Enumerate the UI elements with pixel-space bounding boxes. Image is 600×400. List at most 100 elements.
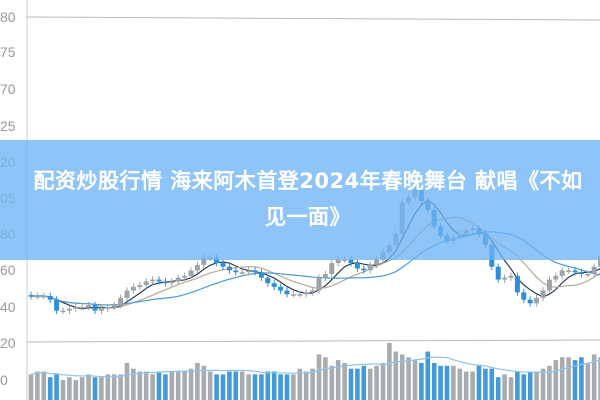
volume-bar — [444, 365, 450, 400]
candle-body — [316, 277, 322, 291]
volume-bar — [54, 374, 59, 400]
volume-bar — [502, 374, 507, 400]
volume-bar — [374, 365, 379, 400]
candle-body — [194, 264, 200, 271]
volume-bar — [47, 377, 53, 400]
candle-body — [598, 255, 600, 267]
volume-bar — [380, 362, 386, 400]
volume-bar — [201, 365, 207, 400]
volume-bar — [323, 357, 328, 400]
candle-body — [348, 259, 354, 264]
candle-body — [124, 290, 130, 298]
candle-body — [41, 296, 47, 298]
volume-bar — [406, 357, 411, 400]
volume-bar — [399, 354, 405, 400]
candle-body — [527, 299, 533, 304]
candle-body — [169, 281, 175, 284]
candle-body — [34, 296, 40, 298]
price-axis-label: 70 — [0, 81, 16, 97]
volume-bar — [163, 374, 168, 400]
volume-bar — [367, 368, 373, 400]
candle-body — [130, 286, 136, 291]
volume-bar — [105, 374, 111, 400]
candle-body — [60, 310, 66, 313]
candle-body — [374, 259, 380, 265]
candle-body — [553, 275, 559, 280]
volume-bar — [137, 371, 143, 400]
volume-bar — [412, 360, 418, 400]
candle-body — [220, 263, 226, 267]
volume-bar — [419, 362, 424, 400]
candle-body — [239, 272, 245, 274]
candle-body — [354, 263, 360, 269]
candle-body — [361, 268, 367, 271]
volume-bar — [521, 374, 527, 400]
volume-bar — [572, 360, 578, 400]
volume-bar — [559, 357, 565, 400]
candle-body — [201, 257, 207, 265]
candle-body — [92, 305, 98, 311]
volume-bar — [425, 351, 431, 400]
volume-bar — [361, 365, 367, 400]
candle-body — [214, 257, 220, 264]
volume-bar — [303, 371, 309, 400]
volume-bar — [73, 380, 79, 400]
volume-bar — [515, 371, 520, 400]
volume-bar — [182, 371, 187, 400]
volume-bar — [79, 377, 85, 400]
panel-divider — [26, 339, 600, 343]
candle-body — [578, 272, 584, 275]
volume-bar — [566, 357, 571, 400]
volume-bar — [278, 374, 283, 400]
candle-body — [566, 270, 572, 272]
volume-bar — [547, 365, 552, 400]
candle-body — [79, 307, 85, 309]
candle-body — [546, 279, 552, 291]
candle-body — [66, 308, 72, 311]
candle-body — [252, 270, 258, 273]
candle-body — [226, 266, 232, 271]
volume-bar — [99, 377, 104, 400]
volume-bar — [259, 374, 264, 400]
volume-bar — [553, 360, 559, 400]
volume-bar — [329, 365, 335, 400]
volume-bar — [220, 374, 226, 400]
volume-bar — [35, 371, 40, 400]
volume-bar — [214, 374, 219, 400]
price-axis-label: 25 — [0, 118, 16, 134]
candle-body — [73, 307, 79, 309]
candle-body — [303, 292, 309, 295]
volume-bar — [591, 354, 597, 400]
candle-body — [297, 294, 303, 296]
candle-body — [86, 305, 92, 307]
candle-body — [540, 290, 546, 298]
volume-bar — [207, 371, 213, 400]
candle-body — [342, 259, 348, 261]
volume-bar — [508, 377, 514, 400]
volume-bar — [284, 374, 290, 400]
candle-body — [258, 272, 264, 278]
candle-body — [162, 281, 168, 284]
price-axis-label: 75 — [0, 44, 16, 60]
candle-body — [591, 266, 597, 275]
candle-body — [502, 277, 508, 280]
volume-bar — [252, 374, 258, 400]
candle-body — [310, 290, 316, 293]
price-axis-label: 0 — [0, 372, 8, 388]
volume-bar — [451, 365, 456, 400]
candle-body — [534, 297, 540, 304]
candle-body — [322, 274, 328, 278]
volume-bar — [470, 371, 475, 400]
volume-bar — [463, 371, 469, 400]
candle-body — [98, 308, 104, 311]
volume-bar — [457, 368, 463, 400]
candle-body — [265, 277, 271, 284]
candle-body — [143, 281, 149, 286]
candle-body — [367, 264, 373, 271]
volume-bar — [227, 371, 232, 400]
volume-bar — [355, 368, 360, 400]
candle-body — [118, 297, 124, 306]
volume-bar — [489, 368, 495, 400]
candle-body — [182, 275, 188, 278]
candle-body — [150, 279, 156, 282]
